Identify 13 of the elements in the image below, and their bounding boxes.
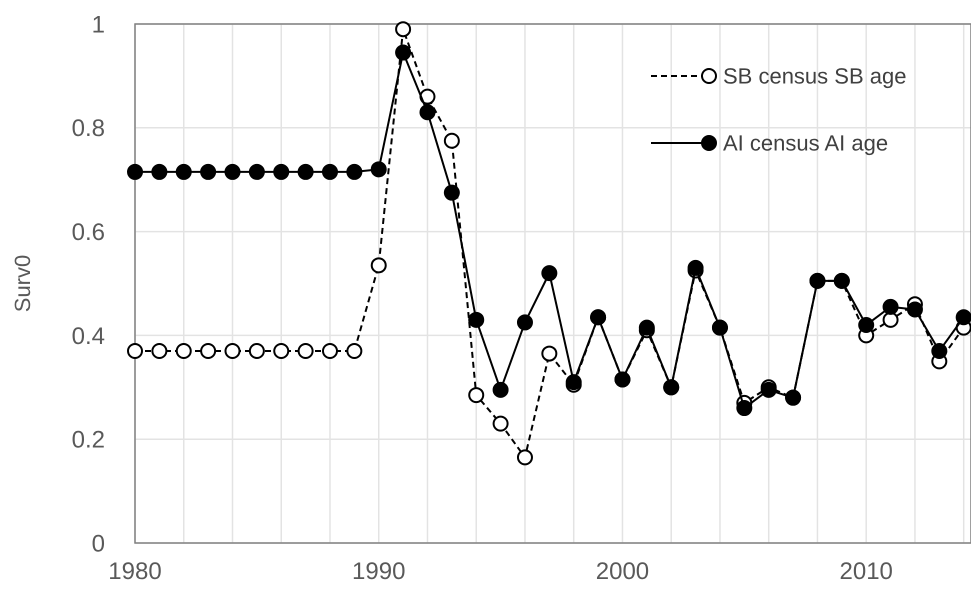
y-tick-label: 0.2 [72,426,105,454]
y-tick-label: 0.8 [72,115,105,142]
y-tick-label: 0.6 [72,219,105,246]
y-tick-label: 0.4 [72,322,105,350]
x-tick-label: 2010 [840,558,893,585]
x-tick-label: 1980 [108,558,162,585]
legend-label: AI census AI age [723,130,888,156]
x-tick-label: 2000 [596,558,650,585]
x-tick-label: 1990 [352,558,406,585]
y-tick-label: 0 [92,530,105,558]
legend-label: SB census SB age [723,64,906,89]
y-tick-label: 1 [92,11,105,38]
y-axis-title: Surv0 [10,254,35,312]
